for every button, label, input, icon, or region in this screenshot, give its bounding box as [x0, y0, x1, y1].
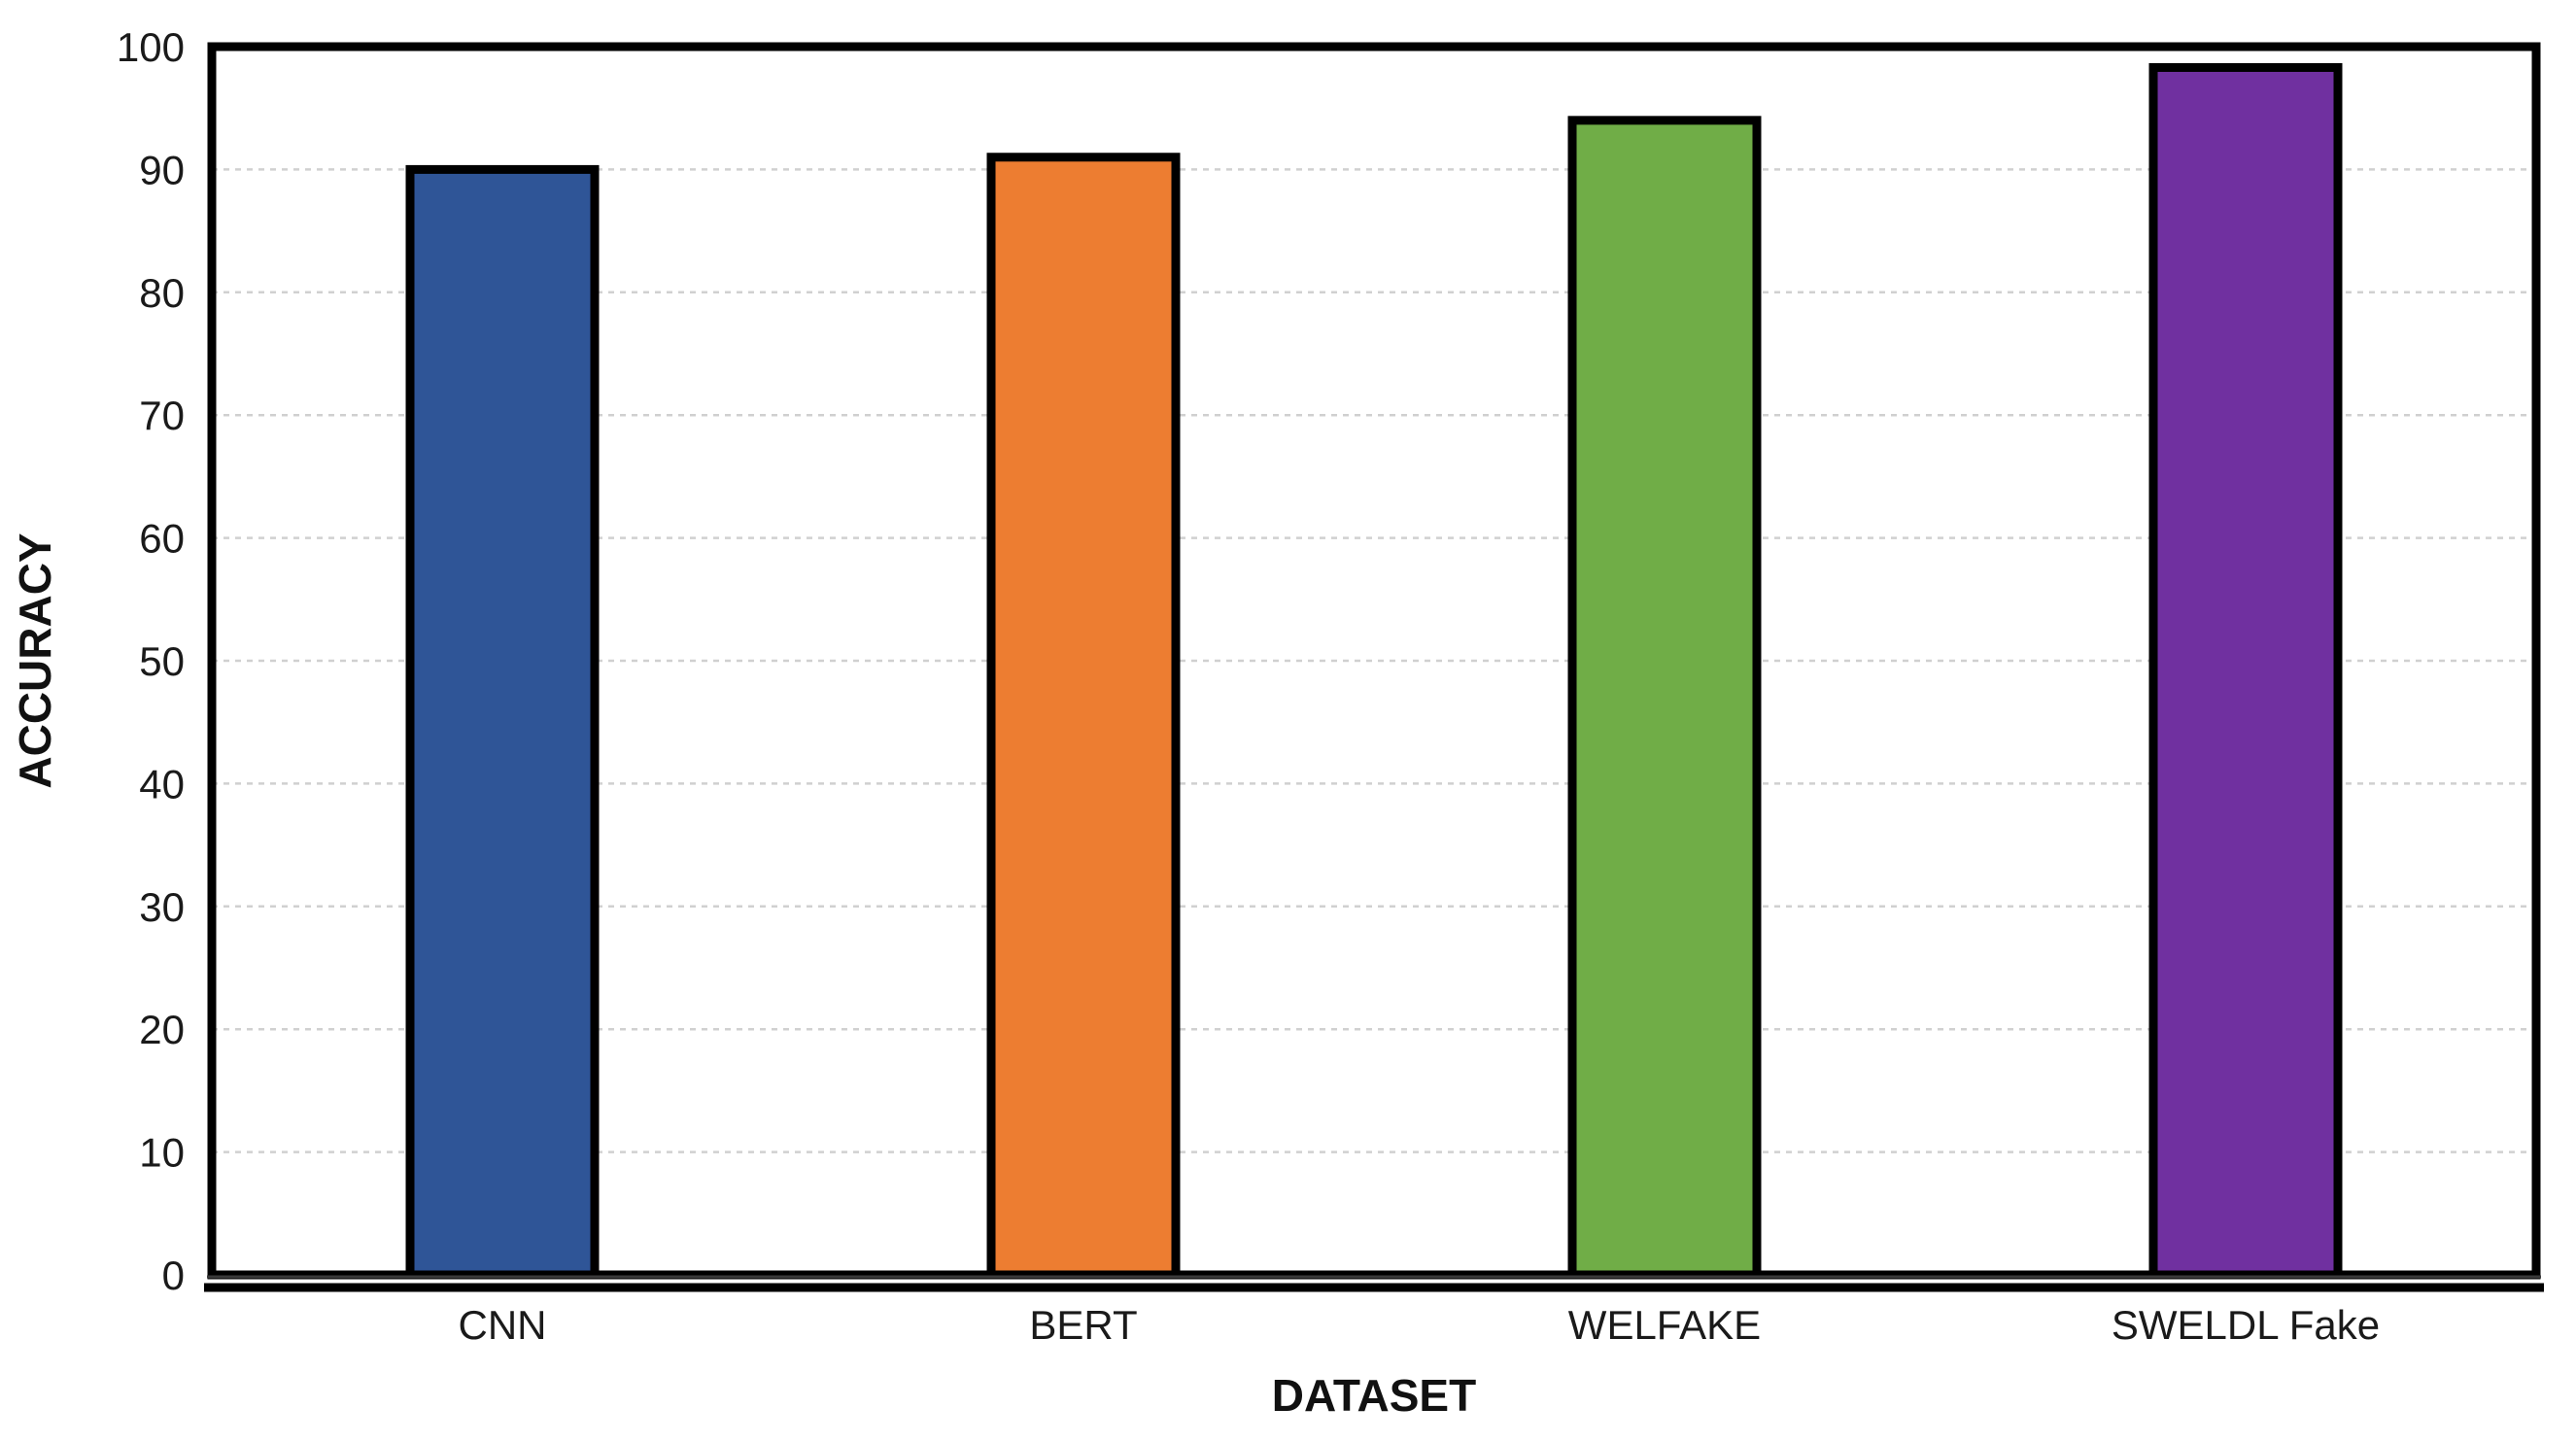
y-axis-title: ACCURACY [10, 532, 60, 788]
x-tick-label-welfake: WELFAKE [1568, 1302, 1761, 1348]
x-tick-label-cnn: CNN [459, 1302, 547, 1348]
x-axis-title: DATASET [1272, 1370, 1476, 1421]
y-tick-label-40: 40 [139, 761, 185, 807]
plot-border-rect [207, 42, 2541, 1280]
y-tick-label-90: 90 [139, 147, 185, 192]
plot-border [204, 42, 2544, 1292]
y-tick-label-10: 10 [139, 1130, 185, 1176]
y-tick-label-60: 60 [139, 516, 185, 562]
x-tick-label-bert: BERT [1029, 1302, 1137, 1348]
x-tick-label-sweldl-fake: SWELDL Fake [2112, 1302, 2380, 1348]
y-tick-label-30: 30 [139, 884, 185, 930]
bar-welfake [1567, 116, 1762, 1280]
bar-bert [986, 153, 1181, 1280]
y-tick-label-80: 80 [139, 270, 185, 316]
bars [405, 62, 2343, 1280]
gridlines [212, 168, 2536, 1153]
y-axis-tick-labels: 0 10 20 30 40 50 60 70 80 90 100 [117, 24, 185, 1298]
bar-cnn [405, 164, 600, 1280]
y-tick-label-0: 0 [162, 1253, 185, 1298]
y-tick-label-70: 70 [139, 393, 185, 438]
y-tick-label-20: 20 [139, 1007, 185, 1052]
bar-sweldl-fake [2148, 62, 2343, 1280]
y-tick-label-50: 50 [139, 638, 185, 684]
x-axis-tick-labels: CNN BERT WELFAKE SWELDL Fake [459, 1302, 2381, 1348]
y-tick-label-100: 100 [117, 24, 185, 70]
